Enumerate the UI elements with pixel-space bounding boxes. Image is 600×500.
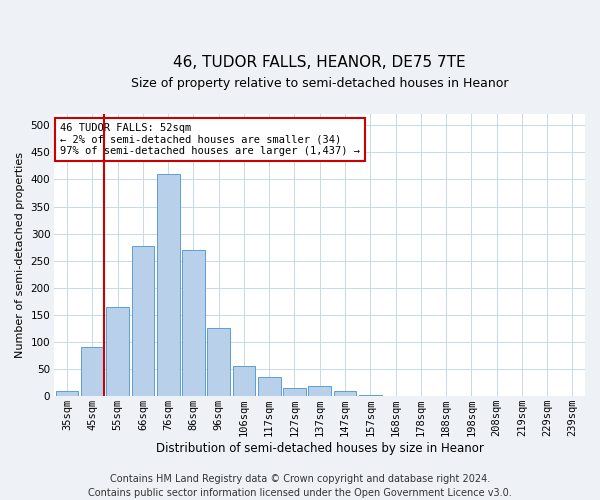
Y-axis label: Number of semi-detached properties: Number of semi-detached properties (15, 152, 25, 358)
Bar (334, 390, 356, 396)
Bar (182, 250, 205, 396)
Bar (308, 386, 331, 396)
Bar (283, 388, 306, 396)
Text: Contains HM Land Registry data © Crown copyright and database right 2024.
Contai: Contains HM Land Registry data © Crown c… (88, 474, 512, 498)
Bar (56, 390, 79, 396)
X-axis label: Distribution of semi-detached houses by size in Heanor: Distribution of semi-detached houses by … (156, 442, 484, 455)
Title: Size of property relative to semi-detached houses in Heanor: Size of property relative to semi-detach… (131, 76, 508, 90)
Text: 46, TUDOR FALLS, HEANOR, DE75 7TE: 46, TUDOR FALLS, HEANOR, DE75 7TE (173, 55, 466, 70)
Bar (359, 394, 382, 396)
Bar (258, 377, 281, 396)
Bar (208, 328, 230, 396)
Bar (81, 348, 104, 396)
Bar (233, 366, 256, 396)
Text: 46 TUDOR FALLS: 52sqm
← 2% of semi-detached houses are smaller (34)
97% of semi-: 46 TUDOR FALLS: 52sqm ← 2% of semi-detac… (60, 123, 360, 156)
Bar (131, 246, 154, 396)
Bar (157, 174, 179, 396)
Bar (106, 307, 129, 396)
